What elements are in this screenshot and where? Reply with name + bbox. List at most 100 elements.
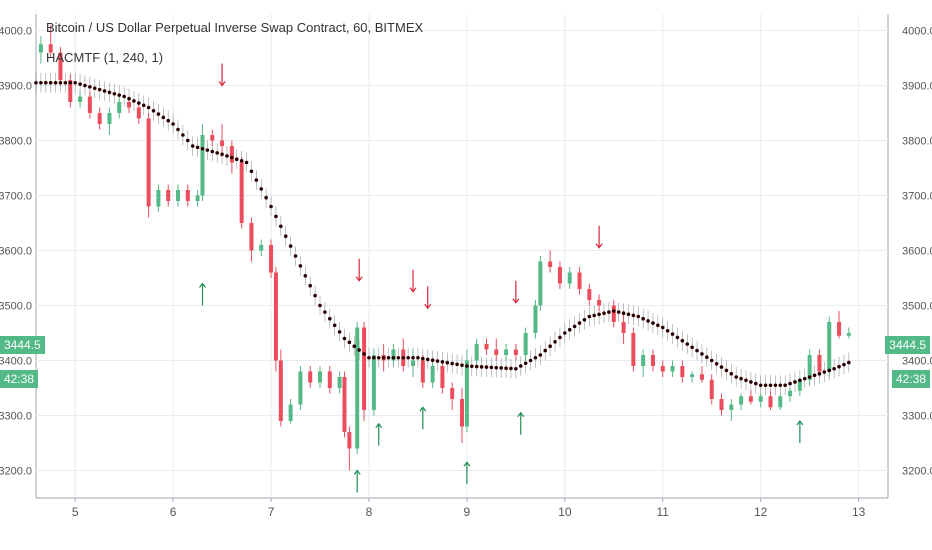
candle-down [484, 344, 489, 350]
indicator-dot [509, 366, 513, 371]
x-tick-label: 10 [558, 505, 572, 519]
indicator-dot [230, 155, 234, 160]
y-tick-label-right: 3300.0 [902, 411, 932, 423]
candle-down [621, 322, 626, 333]
indicator-dot [499, 366, 503, 370]
y-tick-label-left: 3700.0 [0, 191, 32, 203]
indicator-dot [58, 80, 63, 85]
x-tick-label: 8 [366, 505, 373, 519]
indicator-dot [122, 94, 126, 99]
indicator-dot [802, 376, 807, 381]
indicator-dot [523, 361, 528, 366]
indicator-dot [587, 314, 592, 319]
indicator-dot [254, 178, 259, 182]
indicator-dot [631, 313, 636, 318]
indicator-dot [656, 323, 660, 328]
indicator-dot [210, 149, 215, 154]
indicator-dot [63, 80, 68, 85]
indicator-dot [137, 101, 141, 105]
indicator-dot [651, 321, 655, 325]
indicator-dot [582, 318, 587, 322]
candle-down [342, 377, 347, 432]
indicator-dot [39, 80, 43, 85]
indicator-dot [156, 112, 161, 116]
countdown-tag-left: 42:38 [0, 370, 39, 388]
indicator-dot [445, 360, 450, 365]
candle-down [748, 396, 753, 402]
candle-down [557, 267, 562, 284]
candle-down [650, 355, 655, 366]
candle-down [229, 146, 234, 163]
buy-arrow-icon [375, 422, 383, 429]
indicator-dot [494, 365, 499, 370]
indicator-dot [357, 348, 361, 352]
indicator-dot [342, 336, 347, 341]
y-tick-label-left: 3800.0 [0, 136, 32, 148]
indicator-dot [73, 80, 77, 85]
y-tick-label-right: 4000.0 [902, 26, 932, 38]
indicator-dot [416, 355, 420, 360]
candle-down [420, 360, 425, 383]
indicator-dot [592, 313, 597, 318]
x-tick-label: 5 [72, 505, 79, 519]
indicator-dot [543, 348, 548, 353]
indicator-dot [807, 375, 812, 379]
indicator-dot [817, 371, 822, 376]
indicator-dot [572, 324, 577, 329]
y-tick-label-right: 3800.0 [902, 136, 932, 148]
indicator-dot [112, 91, 117, 96]
candle-up [797, 379, 802, 391]
indicator-dot [391, 355, 396, 360]
indicator-dot [469, 364, 474, 369]
indicator-dot [709, 358, 714, 363]
indicator-dot [181, 133, 185, 137]
indicator-dot [318, 303, 322, 308]
y-tick-label-left: 3300.0 [0, 411, 32, 423]
indicator-dot [479, 365, 484, 369]
y-tick-label-right: 3700.0 [902, 191, 932, 203]
indicator-dot [798, 378, 802, 383]
candle-down [127, 102, 132, 108]
candle-down [210, 135, 215, 141]
indicator-dot [538, 353, 543, 357]
indicator-dot [744, 378, 748, 383]
indicator-dot [822, 370, 827, 374]
candle-up [690, 374, 695, 377]
indicator-dot [171, 122, 175, 126]
y-tick-label-right: 3200.0 [902, 466, 932, 478]
indicator-dot [200, 146, 205, 151]
indicator-dot [195, 145, 200, 150]
indicator-dot [739, 376, 743, 381]
candle-up [391, 349, 396, 361]
countdown-tag-right: 42:38 [891, 370, 930, 388]
candle-down [631, 333, 636, 366]
candle-down [660, 366, 665, 372]
indicator-dot [616, 310, 621, 314]
x-tick-label: 7 [268, 505, 275, 519]
indicator-dot [729, 371, 734, 376]
indicator-dot [768, 383, 773, 388]
candle-down [48, 44, 53, 53]
y-tick-label-right: 3500.0 [902, 301, 932, 313]
indicator-dot [161, 115, 166, 120]
indicator-dot [758, 383, 763, 388]
candle-down [587, 289, 592, 300]
indicator-dot [430, 358, 435, 363]
indicator-dot [660, 325, 665, 330]
sell-arrow-icon [355, 276, 363, 282]
y-tick-label-right: 3400.0 [902, 356, 932, 368]
y-tick-label-left: 3400.0 [0, 356, 32, 368]
candle-up [176, 190, 180, 201]
indicator-dot [641, 316, 645, 321]
candle-up [641, 355, 646, 366]
indicator-dot [685, 342, 690, 346]
indicator-dot [646, 319, 650, 323]
indicator-dot [78, 82, 82, 86]
indicator-dot [141, 103, 146, 108]
y-tick-label-left: 4000.0 [0, 26, 32, 38]
candle-down [440, 366, 445, 388]
indicator-dot [225, 154, 229, 158]
indicator-dot [362, 352, 366, 356]
indicator-dot [205, 148, 210, 152]
